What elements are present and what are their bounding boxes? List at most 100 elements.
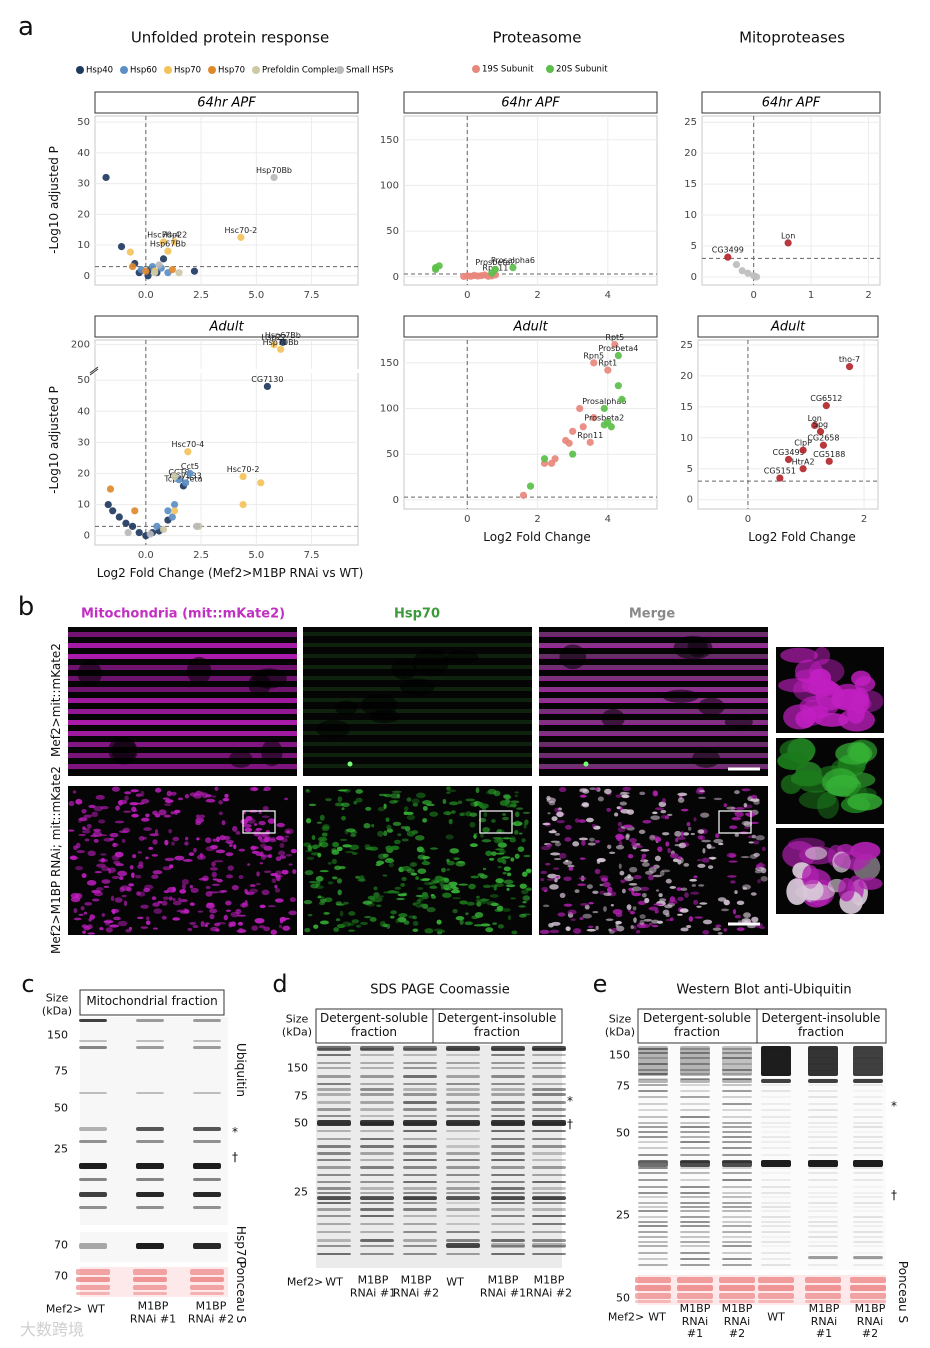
- speckle: [164, 803, 172, 807]
- band: [360, 1181, 394, 1183]
- speckle: [525, 868, 532, 873]
- speckle: [459, 812, 465, 817]
- point-label: Hsc70-4: [147, 230, 180, 239]
- x-tick-label: 5.0: [248, 550, 264, 561]
- band: [403, 1108, 437, 1111]
- y-tick-label: 20: [684, 148, 697, 159]
- band: [808, 1179, 838, 1181]
- speckle: [835, 742, 873, 765]
- band: [446, 1231, 480, 1233]
- speckle: [715, 833, 720, 839]
- speckle: [231, 884, 239, 891]
- point: [277, 345, 285, 353]
- band: [532, 1174, 566, 1176]
- band: [680, 1216, 710, 1218]
- speckle: [795, 883, 836, 901]
- speckle: [319, 814, 325, 821]
- speckle: [215, 849, 226, 854]
- band: [722, 1241, 752, 1243]
- speckle: [118, 830, 129, 834]
- speckle: [638, 829, 646, 835]
- y-axis-label: -Log10 adjusted P: [47, 146, 62, 254]
- band: [761, 1131, 791, 1133]
- point-label: Rpt5: [605, 333, 624, 342]
- column-title: Hsp70: [393, 606, 441, 622]
- band: [360, 1208, 394, 1211]
- speckle: [650, 815, 661, 821]
- speckle: [205, 922, 210, 925]
- legend-label: Hsp40: [86, 66, 113, 76]
- band: [680, 1078, 710, 1080]
- band: [133, 1277, 167, 1282]
- y-tick-label: 50: [386, 449, 399, 460]
- speckle: [547, 873, 558, 879]
- lane-label: WT: [767, 1310, 785, 1324]
- band: [638, 1141, 668, 1143]
- bright-dot: [347, 761, 353, 767]
- band: [446, 1208, 480, 1211]
- speckle: [396, 897, 406, 901]
- stripe: [68, 643, 297, 648]
- band: [808, 1252, 838, 1254]
- speckle: [174, 855, 185, 861]
- speckle: [337, 796, 343, 803]
- speckle: [171, 886, 176, 893]
- band: [317, 1046, 351, 1051]
- speckle: [546, 878, 556, 881]
- speckle: [476, 901, 482, 907]
- band: [638, 1167, 668, 1169]
- plot-panel: [403, 115, 658, 286]
- speckle: [546, 843, 553, 848]
- speckle: [205, 885, 211, 890]
- speckle: [735, 807, 745, 810]
- row-label: Mef2>M1BP RNAi; mit::mKate2: [49, 766, 64, 954]
- speckle: [553, 867, 560, 870]
- speckle: [694, 916, 703, 919]
- speckle: [567, 864, 575, 868]
- y-tick-label: 100: [380, 404, 399, 415]
- speckle: [369, 916, 377, 922]
- band: [680, 1236, 710, 1238]
- band: [317, 1138, 351, 1140]
- band: [761, 1196, 791, 1198]
- speckle: [121, 894, 127, 898]
- band: [638, 1192, 668, 1194]
- speckle: [557, 912, 566, 917]
- speckle: [448, 789, 457, 792]
- y-tick-label: 150: [380, 135, 399, 146]
- band: [808, 1084, 838, 1086]
- band: [638, 1131, 668, 1133]
- point: [109, 507, 117, 515]
- lane-label: M1BP RNAi #2: [721, 1302, 753, 1341]
- point: [164, 247, 172, 255]
- point: [540, 455, 549, 463]
- band: [190, 1285, 224, 1290]
- point: [168, 266, 176, 274]
- speckle: [494, 882, 505, 888]
- speckle: [401, 838, 409, 842]
- speckle: [341, 802, 350, 808]
- band: [136, 1019, 164, 1022]
- speckle: [351, 919, 360, 924]
- speckle: [798, 790, 837, 810]
- speckle: [615, 835, 625, 840]
- speckle: [228, 844, 233, 847]
- point: [193, 522, 201, 530]
- speckle: [733, 908, 737, 915]
- y-tick-label: 100: [380, 180, 399, 191]
- speckle: [497, 924, 504, 929]
- band: [680, 1147, 710, 1149]
- speckle: [181, 878, 189, 885]
- band: [317, 1120, 351, 1126]
- speckle: [205, 837, 212, 844]
- band: [635, 1300, 671, 1303]
- speckle: [640, 923, 650, 928]
- point: [600, 404, 608, 413]
- band: [853, 1079, 883, 1083]
- band: [853, 1256, 883, 1259]
- speckle: [363, 823, 371, 829]
- speckle: [644, 897, 650, 904]
- speckle: [653, 864, 660, 869]
- band: [638, 1258, 668, 1260]
- speckle: [674, 838, 679, 843]
